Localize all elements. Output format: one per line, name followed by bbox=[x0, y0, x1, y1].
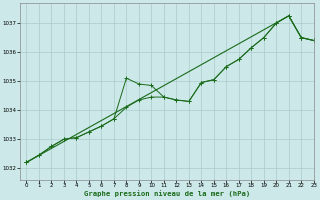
X-axis label: Graphe pression niveau de la mer (hPa): Graphe pression niveau de la mer (hPa) bbox=[84, 190, 250, 197]
